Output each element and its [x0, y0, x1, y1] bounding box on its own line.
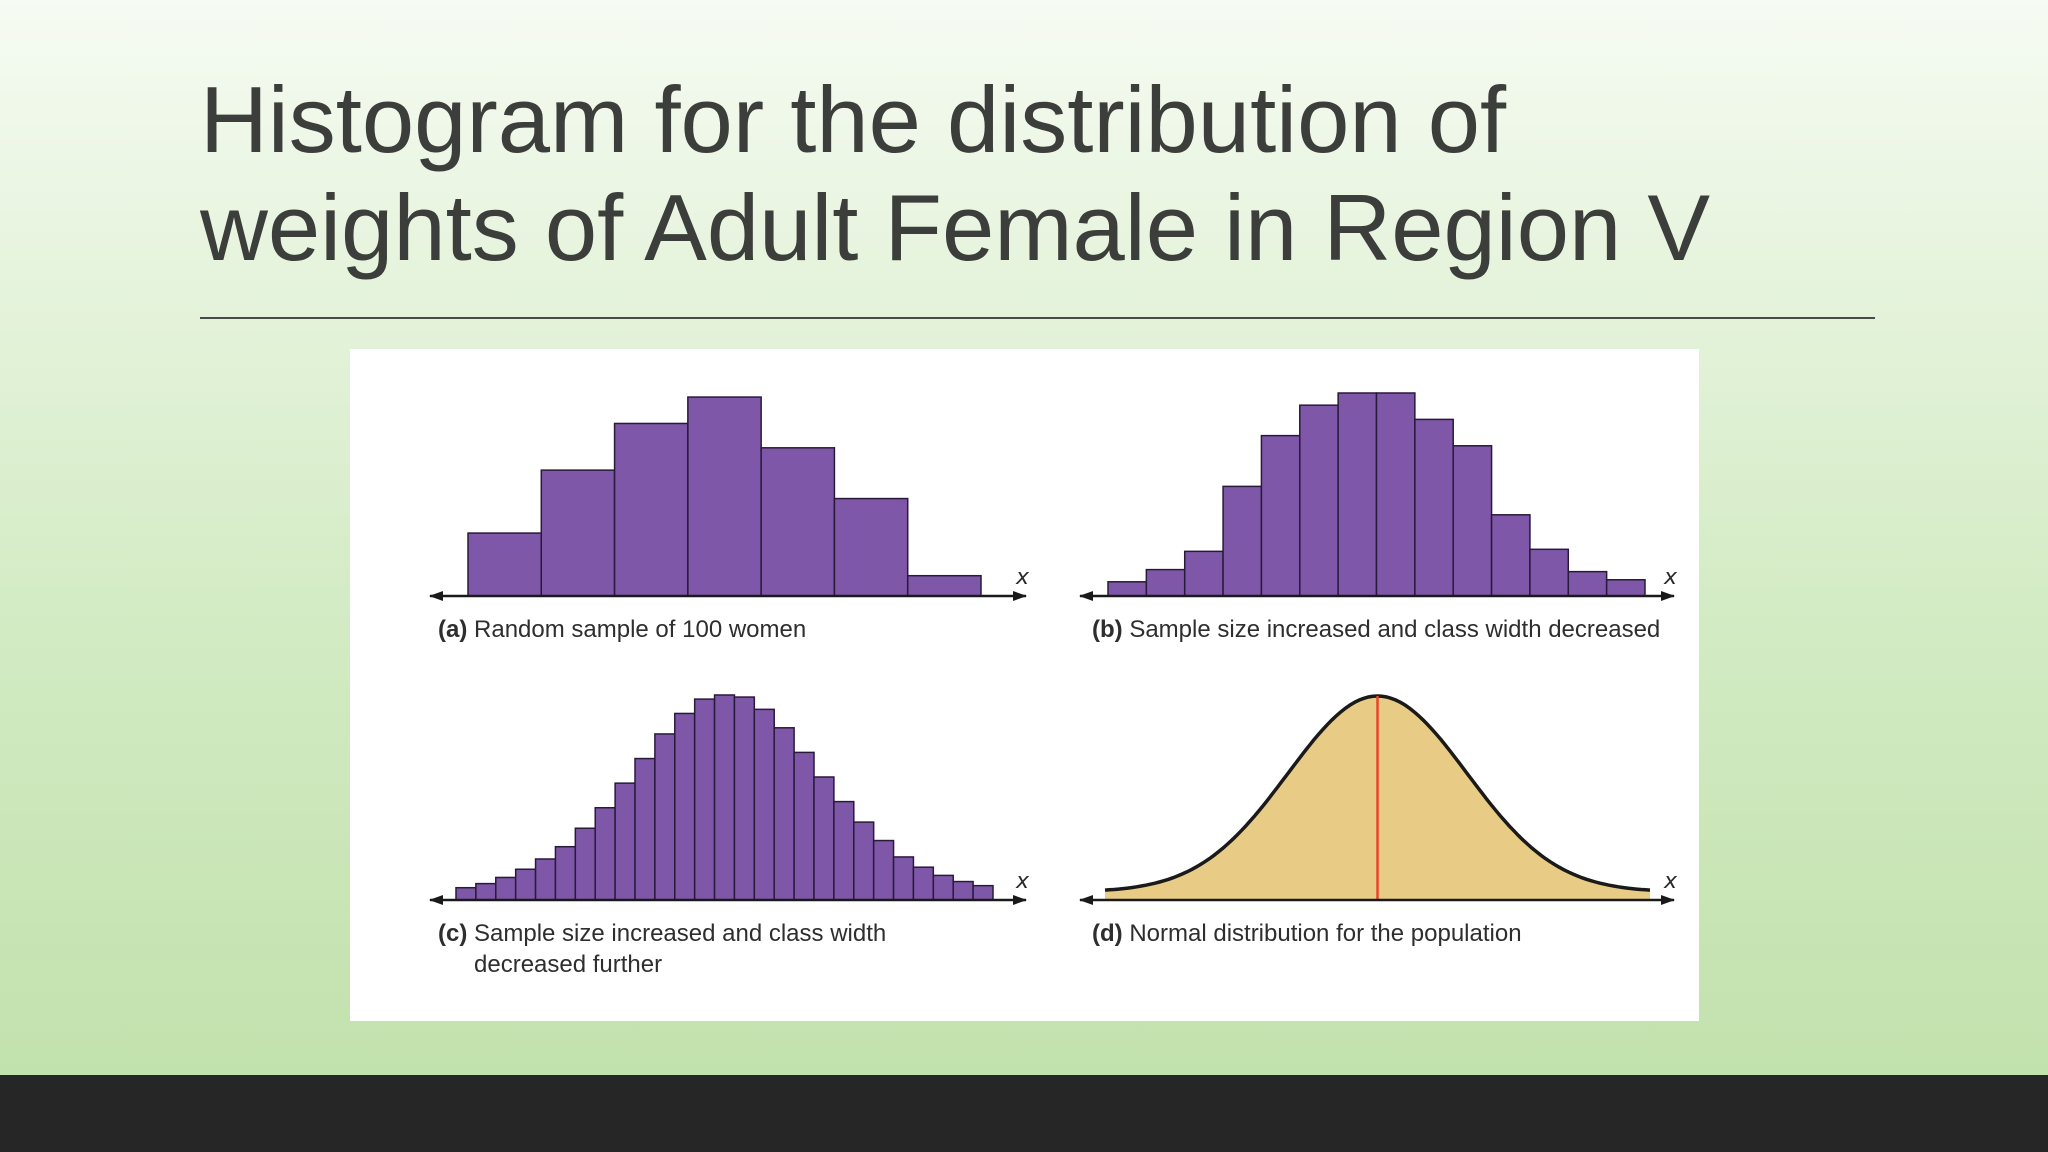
panel-b-bar-3: [1183, 550, 1224, 597]
panel-b-bar-1: [1107, 581, 1148, 597]
caption-c-text-1: Sample size increased and class width: [474, 920, 887, 947]
panel-c-bar-13: [693, 698, 716, 901]
panel-c-bar-16: [753, 708, 775, 901]
panel-a-bar-6: [833, 497, 909, 597]
slide-title: Histogram for the distribution of weight…: [200, 66, 1900, 282]
panel-c-bar-15: [733, 696, 756, 901]
caption-d: (d) Normal distribution for the populati…: [1092, 918, 1522, 949]
panel-c-bar-23: [892, 856, 915, 901]
panel-b-bar-4: [1222, 485, 1263, 597]
panel-a-bar-5: [760, 447, 836, 597]
panel-c-bar-12: [674, 712, 696, 901]
panel-c-bar-24: [912, 866, 935, 901]
panel-b-bar-6: [1299, 404, 1339, 597]
panel-b-histogram: x: [1079, 392, 1678, 601]
panel-c-bar-3: [495, 876, 517, 901]
panel-c-bar-18: [793, 751, 815, 901]
panel-c-bar-7: [574, 827, 596, 901]
panel-c-bar-5: [534, 858, 557, 901]
panel-a-bar-1: [467, 532, 543, 597]
panel-c-bar-14: [713, 694, 736, 901]
panel-a-x-axis-label: x: [1015, 565, 1030, 590]
panel-c-bar-19: [813, 776, 835, 901]
panel-b-x-axis-label: x: [1663, 565, 1678, 590]
slide-title-line-2: weights of Adult Female in Region V: [200, 175, 1711, 280]
panel-c-bar-10: [634, 757, 656, 901]
panel-c-bar-20: [833, 800, 855, 901]
panel-d-x-axis-label: x: [1663, 869, 1678, 894]
title-divider: [200, 317, 1875, 319]
panel-b-bar-10: [1452, 445, 1493, 597]
caption-a: (a) Random sample of 100 women: [438, 614, 806, 645]
panel-c-histogram: x: [429, 694, 1030, 905]
panel-b-bar-11: [1490, 514, 1531, 597]
panel-b-bar-5: [1260, 434, 1301, 597]
panel-c-bar-26: [952, 880, 974, 901]
caption-a-tag: (a): [438, 616, 468, 643]
panel-c-bar-17: [773, 727, 795, 901]
panel-a-bar-7: [906, 574, 982, 597]
panel-a-bar-3: [613, 422, 689, 597]
caption-c-tag: (c): [438, 920, 468, 947]
caption-b-tag: (b): [1092, 616, 1123, 643]
panel-b-bar-8: [1375, 392, 1416, 597]
panel-d-normal-curve: x: [1079, 694, 1678, 905]
panel-c-bar-6: [554, 845, 577, 901]
caption-d-text: Normal distribution for the population: [1129, 920, 1522, 947]
caption-c: (c) Sample size increased and class widt…: [438, 918, 886, 980]
panel-c-bar-27: [972, 884, 994, 901]
panel-c-bar-2: [475, 882, 497, 901]
panel-c-bar-21: [853, 821, 875, 901]
panel-c-x-axis-label: x: [1015, 869, 1030, 894]
panel-c-bar-9: [614, 782, 636, 901]
panel-c-bar-22: [872, 839, 895, 901]
panel-a-bar-2: [540, 469, 616, 597]
caption-d-tag: (d): [1092, 920, 1123, 947]
panel-c-bar-1: [455, 886, 477, 901]
caption-c-text-2: decreased further: [474, 951, 663, 978]
footer-bar: [0, 1075, 2048, 1152]
panel-b-bar-13: [1567, 570, 1608, 597]
panel-c-bar-4: [514, 868, 537, 901]
panel-b-bar-2: [1145, 568, 1186, 597]
panel-a-histogram: x: [429, 396, 1030, 601]
slide-title-line-1: Histogram for the distribution of: [200, 67, 1507, 172]
histogram-figure: x x x x (a) Random sample of 100 women (…: [350, 349, 1699, 1021]
panel-c-bar-11: [654, 733, 676, 901]
panel-b-bar-9: [1414, 418, 1454, 597]
panel-b-bar-12: [1529, 548, 1570, 597]
panel-a-bar-4: [687, 396, 762, 597]
panel-c-bar-8: [594, 807, 616, 901]
caption-b-text: Sample size increased and class width de…: [1129, 616, 1661, 643]
panel-b-bar-14: [1605, 579, 1646, 597]
panel-c-bar-25: [932, 874, 954, 901]
caption-a-text: Random sample of 100 women: [474, 616, 807, 643]
panel-b-bar-7: [1337, 392, 1378, 597]
figure-canvas: x x x x: [429, 392, 1678, 905]
caption-b: (b) Sample size increased and class widt…: [1092, 614, 1660, 645]
